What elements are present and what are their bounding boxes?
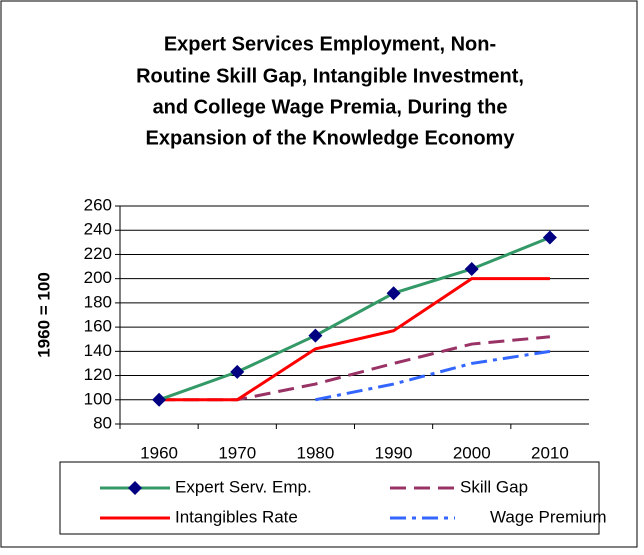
y-tick-label: 200 <box>84 268 112 287</box>
chart-title: Expansion of the Knowledge Economy <box>146 127 516 149</box>
legend-label: Intangibles Rate <box>175 507 298 526</box>
y-tick-label: 220 <box>84 244 112 263</box>
y-tick-label: 100 <box>84 389 112 408</box>
y-axis-label: 1960 = 100 <box>34 272 53 358</box>
point-marker <box>308 328 323 343</box>
x-tick-label: 1980 <box>297 443 335 462</box>
y-tick-label: 120 <box>84 365 112 384</box>
series-line <box>315 349 551 402</box>
y-tick-label: 140 <box>84 341 112 360</box>
x-tick-label: 1970 <box>218 443 256 462</box>
point-marker <box>152 392 167 407</box>
chart-title: Routine Skill Gap, Intangible Investment… <box>136 65 524 87</box>
legend-marker <box>128 481 142 495</box>
point-marker <box>464 261 479 276</box>
y-tick-label: 260 <box>84 195 112 214</box>
x-tick-label: 1960 <box>140 443 178 462</box>
legend-label: Expert Serv. Emp. <box>175 477 312 496</box>
chart-title: Expert Services Employment, Non- <box>164 33 496 55</box>
point-marker <box>386 286 401 301</box>
x-tick-label: 2010 <box>531 443 569 462</box>
y-tick-label: 240 <box>84 220 112 239</box>
chart-border <box>0 0 638 548</box>
series-line <box>158 236 551 402</box>
series-line <box>159 335 551 402</box>
legend-label: Wage Premium <box>490 507 607 526</box>
x-tick-label: 2000 <box>453 443 491 462</box>
legend-label: Skill Gap <box>460 477 528 496</box>
x-tick-label: 1990 <box>375 443 413 462</box>
y-tick-label: 160 <box>84 317 112 336</box>
chart-title: and College Wage Premia, During the <box>153 96 508 118</box>
y-tick-label: 180 <box>84 292 112 311</box>
point-marker <box>230 364 245 379</box>
series-line <box>159 277 550 402</box>
legend <box>59 461 600 535</box>
y-tick-label: 80 <box>93 413 112 432</box>
point-marker <box>542 230 557 245</box>
